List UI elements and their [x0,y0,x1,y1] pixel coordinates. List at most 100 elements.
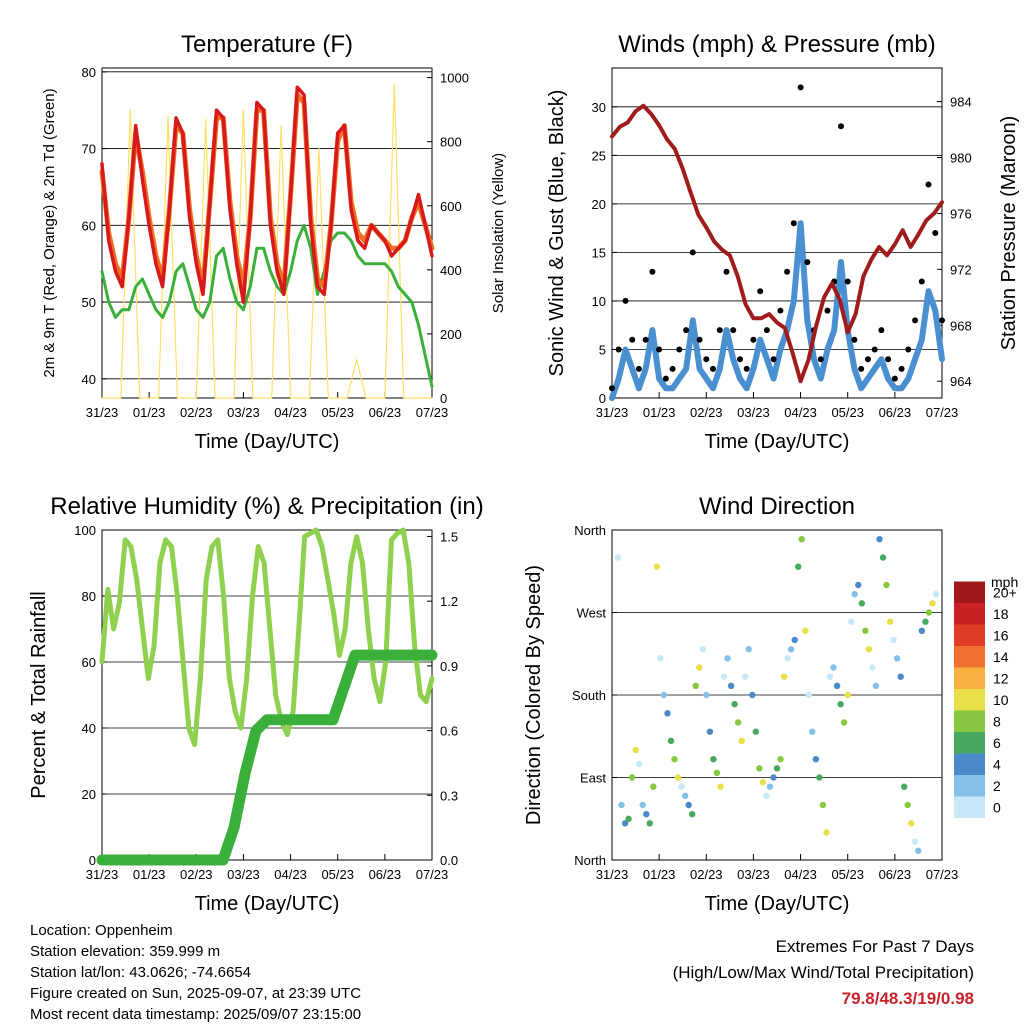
wind-gust-point [864,356,871,363]
direction-point [674,774,682,781]
direction-point [724,655,731,662]
direction-point [802,627,809,634]
direction-point [773,765,781,772]
direction-point [915,847,922,854]
direction-point [625,815,632,822]
sonic-wind-line [609,220,945,401]
humidity-xlabel: Time (Day/UTC) [195,893,340,915]
temperature-y2tick-label: 600 [440,199,462,214]
wind-gust-point [662,375,669,382]
relative-humidity-line [99,527,435,747]
direction-point [766,783,774,790]
wind-gust-point [784,268,791,275]
humidity-y2tick-label: 0.9 [440,659,458,674]
direction-point [893,655,901,662]
wind-gust-point [649,268,656,275]
direction-xtick-label: 03/23 [737,867,770,882]
wind-gust-point [871,346,878,353]
winds-y2tick-label: 976 [950,206,972,221]
dewpoint-line [100,223,434,388]
temperature-y2tick-label: 0 [440,391,447,406]
humidity-xtick-label: 04/23 [274,867,307,882]
direction-title: Wind Direction [699,493,855,520]
direction-point [837,701,844,708]
wind-gust-point [703,356,710,363]
direction-point [855,581,862,589]
direction-point [699,646,706,653]
direction-point [685,801,692,809]
humidity-ytick-label: 80 [82,589,96,604]
direction-point [745,646,752,653]
temperature-xtick-label: 05/23 [321,405,354,420]
direction-point [681,792,689,799]
direction-xtick-label: 06/23 [879,867,912,882]
wind-gust-point [918,278,925,285]
humidity-ytick-label: 100 [74,523,96,538]
direction-point [636,760,643,767]
direction-point [646,820,653,827]
humidity-y2tick-label: 0.0 [440,853,458,868]
direction-point [830,664,837,671]
humidity-title: Relative Humidity (%) & Precipitation (i… [50,493,483,520]
direction-point [660,691,668,699]
direction-point [632,746,639,754]
humidity-xtick-label: 31/23 [86,867,119,882]
direction-xtick-label: 02/23 [690,867,723,882]
legend-label: 2 [993,778,1001,794]
extremes-title: Extremes For Past 7 Days [775,937,974,956]
temperature-xtick-label: 07/23 [416,405,449,420]
wind-gust-point [804,259,811,266]
direction-point [883,581,890,589]
winds-xtick-label: 02/23 [690,405,723,420]
direction-point [734,719,742,726]
station-info: Location: Oppenheim Station elevation: 3… [30,920,361,1025]
direction-point [738,737,745,744]
direction-point [720,673,728,680]
winds-y2tick-label: 984 [950,95,972,110]
temperature-xtick-label: 02/23 [180,405,213,420]
winds-y2label: Station Pressure (Maroon) [998,116,1020,351]
wind-gust-point [925,181,932,188]
humidity-ytick-label: 60 [82,655,96,670]
legend-swatch [954,603,985,625]
direction-ytick-label: East [580,771,606,786]
direction-point [840,719,848,726]
winds-y2tick-label: 964 [950,374,972,389]
winds-ytick-label: 30 [592,100,606,115]
direction-point [886,618,894,625]
wind-gust-point [642,336,649,343]
direction-point [678,783,685,790]
temperature-xlabel: Time (Day/UTC) [195,431,340,453]
direction-point [819,801,827,809]
temperature-y2tick-label: 400 [440,263,462,278]
direction-point [879,554,887,561]
wind-gust-point [710,365,716,372]
direction-point [664,710,671,717]
direction-point [777,756,784,763]
direction-point [869,664,876,671]
direction-xlabel: Time (Day/UTC) [705,893,850,915]
temperature-ylabel: 2m & 9m T (Red, Orange) & 2m Td (Green) [41,88,58,377]
direction-point [763,792,770,799]
humidity-xtick-label: 03/23 [227,867,260,882]
extremes-values: 79.8/48.3/19/0.98 [841,989,974,1008]
direction-point [639,801,646,809]
wind-gust-point [891,375,898,382]
wind-gust-point [858,365,865,372]
legend-swatch [954,624,985,646]
direction-point [653,563,661,570]
wind-gust-point [790,220,797,227]
humidity-xtick-label: 02/23 [180,867,213,882]
wind-gust-point [763,327,770,334]
direction-ytick-label: North [574,853,606,868]
legend-label: 16 [993,627,1009,643]
direction-point [908,820,915,827]
direction-xtick-label: 31/23 [596,867,629,882]
direction-point [650,783,657,790]
humidity-y2tick-label: 1.5 [440,529,458,544]
direction-point [618,801,625,809]
wind-gust-point [824,307,831,314]
extremes-box: Extremes For Past 7 Days (High/Low/Max W… [673,934,974,1012]
direction-point [787,646,795,653]
